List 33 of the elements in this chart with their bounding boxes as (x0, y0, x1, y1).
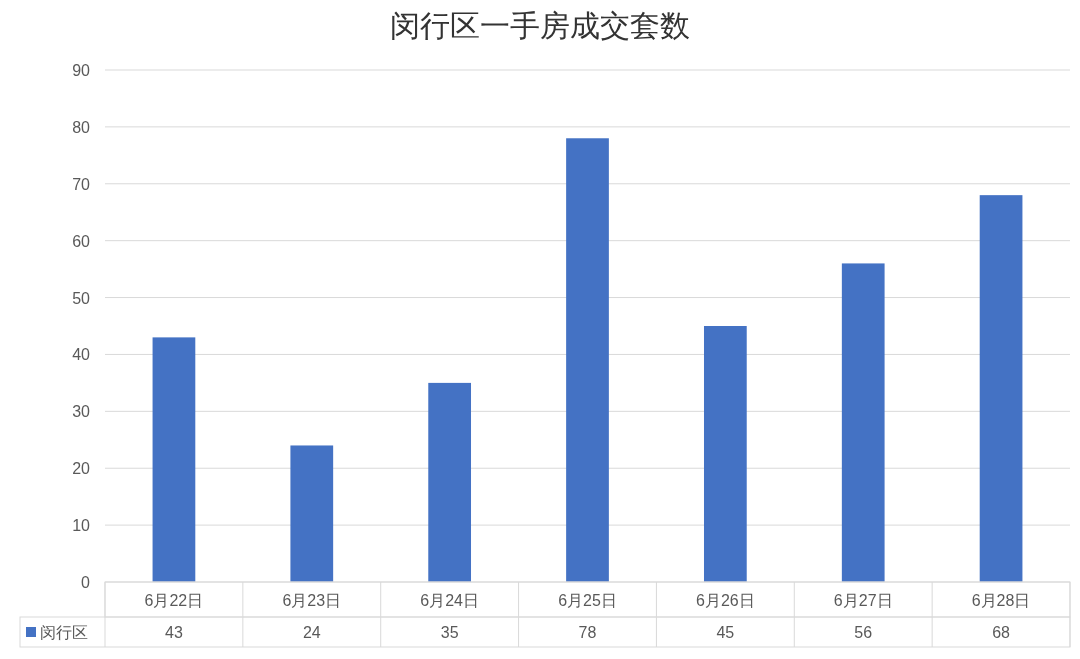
y-tick-label: 0 (81, 574, 91, 591)
x-tick-label: 6月27日 (833, 592, 893, 609)
data-label: 43 (165, 624, 183, 641)
data-label: 56 (854, 624, 873, 641)
y-tick-label: 10 (72, 517, 91, 535)
y-tick-label: 40 (72, 346, 91, 364)
y-tick-label: 60 (72, 232, 91, 250)
data-label: 78 (578, 624, 597, 641)
x-tick-label: 6月22日 (144, 592, 204, 609)
bar (841, 263, 885, 582)
x-tick-label: 6月24日 (420, 592, 479, 609)
bar (428, 382, 472, 582)
bar (979, 195, 1023, 582)
chart-title: 闵行区一手房成交套数 (390, 9, 690, 42)
legend-label: 闵行区 (40, 624, 88, 641)
bar (566, 138, 609, 582)
y-tick-label: 90 (72, 62, 91, 79)
data-label: 68 (992, 624, 1011, 641)
y-tick-label: 30 (72, 403, 91, 421)
x-tick-label: 6月25日 (558, 592, 617, 609)
x-tick-label: 6月23日 (282, 592, 342, 609)
y-tick-label: 70 (72, 175, 91, 193)
bar (290, 445, 334, 582)
data-label: 45 (716, 624, 735, 641)
y-tick-label: 80 (72, 118, 91, 136)
data-label: 24 (302, 624, 321, 641)
x-tick-label: 6月28日 (971, 592, 1031, 609)
y-tick-label: 20 (72, 460, 91, 478)
y-tick-label: 50 (72, 289, 91, 307)
x-tick-label: 6月26日 (696, 592, 755, 609)
bar (152, 337, 196, 582)
data-label: 35 (440, 624, 459, 641)
bar (703, 326, 747, 582)
